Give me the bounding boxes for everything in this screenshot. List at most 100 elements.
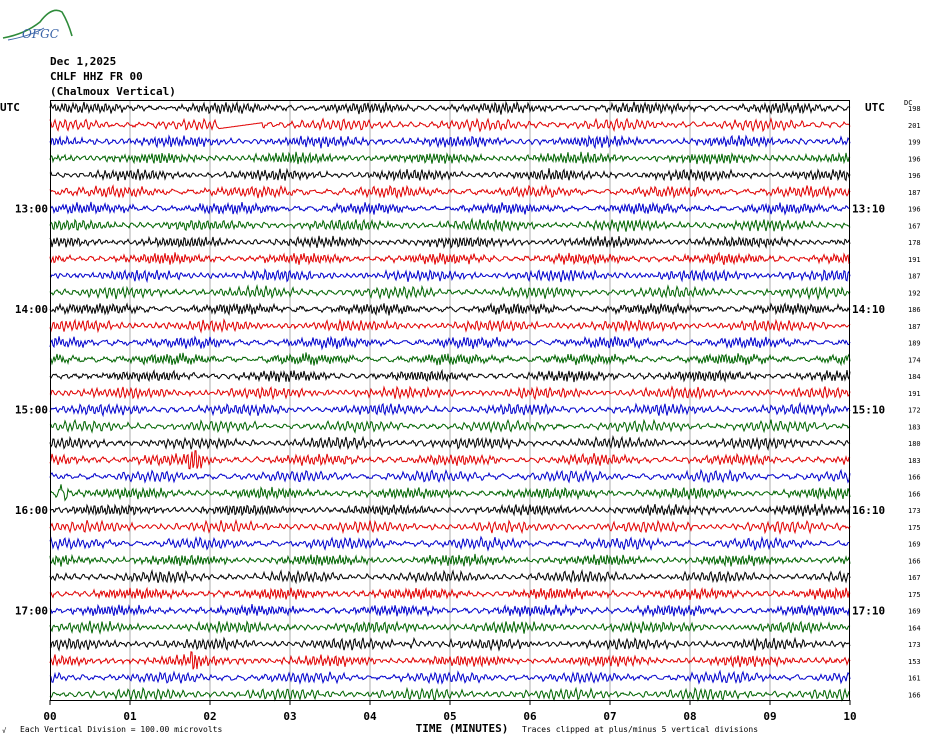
dc-offset-label: 196 xyxy=(908,172,921,180)
dc-offset-label: 175 xyxy=(908,524,921,532)
trace-row-14 xyxy=(49,335,851,351)
trace-row-13 xyxy=(49,318,851,334)
dc-offset-label: 173 xyxy=(908,641,921,649)
dc-offset-label: 172 xyxy=(908,407,921,415)
right-time-label: 16:10 xyxy=(852,504,885,517)
trace-row-3 xyxy=(49,151,851,165)
trace-row-1 xyxy=(49,117,851,133)
plot-frame xyxy=(50,100,850,701)
dc-offset-label: 196 xyxy=(908,155,921,163)
left-time-label: 13:00 xyxy=(15,203,48,216)
trace-row-15 xyxy=(49,352,851,367)
dc-header-label: DC xyxy=(904,99,912,107)
dc-offset-label: 173 xyxy=(908,507,921,515)
dc-offset-label: 175 xyxy=(908,591,921,599)
x-tick-label: 01 xyxy=(123,710,137,723)
trace-row-18 xyxy=(49,401,851,418)
trace-row-24 xyxy=(49,503,851,517)
header-station: CHLF HHZ FR 00 xyxy=(50,70,143,83)
footer-corner-mark: √ xyxy=(2,727,7,735)
trace-row-12 xyxy=(49,302,851,316)
dc-offset-label: 199 xyxy=(908,139,921,147)
footer-scale-note: Each Vertical Division = 100.00 microvol… xyxy=(20,725,223,734)
dc-offset-label: 187 xyxy=(908,323,921,331)
dc-offset-label: 167 xyxy=(908,222,921,230)
dc-offset-label: 187 xyxy=(908,189,921,197)
dc-offset-label: 167 xyxy=(908,574,921,582)
trace-row-32 xyxy=(49,636,851,652)
x-tick-label: 09 xyxy=(763,710,776,723)
grid-lines xyxy=(49,100,851,705)
trace-row-28 xyxy=(49,568,851,585)
trace-row-27 xyxy=(49,553,851,568)
trace-row-4 xyxy=(49,167,851,183)
x-tick-label: 03 xyxy=(283,710,296,723)
dc-offset-label: 180 xyxy=(908,440,921,448)
right-time-label: 14:10 xyxy=(852,303,885,316)
trace-row-30 xyxy=(49,603,851,618)
dc-offset-label: 189 xyxy=(908,340,921,348)
dc-offset-label: 178 xyxy=(908,239,921,247)
x-tick-label: 05 xyxy=(443,710,456,723)
trace-row-9 xyxy=(49,251,851,266)
dc-offset-label: 164 xyxy=(908,624,921,632)
dc-offset-label: 186 xyxy=(908,306,921,314)
right-time-label: 13:10 xyxy=(852,203,885,216)
left-time-label: 15:00 xyxy=(15,404,48,417)
left-time-label: 17:00 xyxy=(15,605,48,618)
x-tick-label: 06 xyxy=(523,710,537,723)
dc-offset-label: 201 xyxy=(908,122,921,130)
left-time-label: 16:00 xyxy=(15,504,48,517)
left-time-label: 14:00 xyxy=(15,303,48,316)
trace-row-22 xyxy=(49,468,851,484)
trace-row-31 xyxy=(49,620,851,635)
trace-row-34 xyxy=(49,669,851,685)
x-tick-label: 02 xyxy=(203,710,216,723)
dc-offset-label: 153 xyxy=(908,658,921,666)
trace-row-11 xyxy=(49,284,851,301)
dc-offset-label: 191 xyxy=(908,256,921,264)
trace-row-33 xyxy=(49,651,851,670)
dc-offset-label: 161 xyxy=(908,675,921,683)
header-date: Dec 1,2025 xyxy=(50,55,117,68)
x-tick-label: 10 xyxy=(843,710,856,723)
x-tick-label: 07 xyxy=(603,710,616,723)
dc-offset-label: 192 xyxy=(908,289,921,297)
trace-row-2 xyxy=(49,134,851,150)
dc-offset-label: 187 xyxy=(908,273,921,281)
trace-row-8 xyxy=(49,235,851,249)
x-tick-label: 04 xyxy=(363,710,377,723)
x-axis-label: TIME (MINUTES) xyxy=(416,722,509,735)
trace-row-17 xyxy=(49,385,851,401)
dc-offset-label: 196 xyxy=(908,206,921,214)
logo-text: OFGC xyxy=(22,27,59,41)
trace-row-19 xyxy=(49,418,851,434)
dc-offset-label: 183 xyxy=(908,423,921,431)
dc-offset-label: 169 xyxy=(908,608,921,616)
dc-offset-label: 183 xyxy=(908,457,921,465)
dc-offset-label: 166 xyxy=(908,474,921,482)
trace-row-0 xyxy=(49,100,851,115)
left-axis-title: UTC xyxy=(0,101,20,114)
right-time-label: 15:10 xyxy=(852,404,885,417)
trace-row-26 xyxy=(49,535,850,552)
right-time-label: 17:10 xyxy=(852,605,885,618)
trace-row-25 xyxy=(49,518,851,535)
dc-offset-label: 166 xyxy=(908,557,921,565)
trace-row-29 xyxy=(49,586,851,601)
axis-labels: 198 201 199 196 196 187 196 167 178 191 187 192 186 1… xyxy=(0,99,921,735)
trace-row-7 xyxy=(49,217,851,233)
footer-clip-note: Traces clipped at plus/minus 5 vertical … xyxy=(522,725,759,734)
trace-row-35 xyxy=(49,686,851,702)
dc-offset-label: 174 xyxy=(908,356,921,364)
ofgc-logo-icon xyxy=(2,9,73,41)
x-tick-label: 00 xyxy=(43,710,56,723)
seismic-traces xyxy=(49,100,851,702)
dc-offset-label: 198 xyxy=(908,105,921,113)
dc-offset-label: 166 xyxy=(908,691,921,699)
trace-row-23 xyxy=(50,484,851,502)
header-location: (Chalmoux Vertical) xyxy=(50,85,176,98)
trace-row-5 xyxy=(49,184,851,200)
trace-row-6 xyxy=(49,201,851,216)
